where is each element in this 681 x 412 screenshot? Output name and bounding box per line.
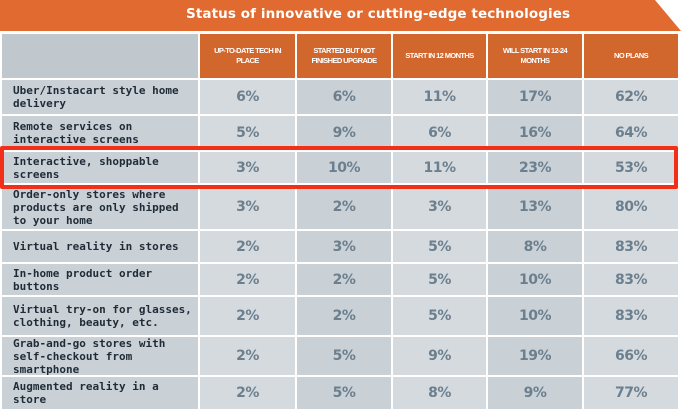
data-value: 23% bbox=[488, 152, 582, 183]
data-value: 5% bbox=[297, 377, 391, 409]
data-value: 83% bbox=[584, 231, 678, 262]
column-header: NO PLANS bbox=[584, 34, 678, 78]
column-header: START IN 12 MONTHS bbox=[393, 34, 486, 78]
data-value: 3% bbox=[393, 185, 486, 229]
data-value: 2% bbox=[200, 297, 295, 335]
data-value: 13% bbox=[488, 185, 582, 229]
data-value: 5% bbox=[393, 297, 486, 335]
data-value: 19% bbox=[488, 337, 582, 375]
data-value: 11% bbox=[393, 80, 486, 114]
data-value: 80% bbox=[584, 185, 678, 229]
data-value: 77% bbox=[584, 377, 678, 409]
technology-status-table: UP-TO-DATE TECH IN PLACE STARTED BUT NOT … bbox=[0, 34, 681, 412]
column-header: UP-TO-DATE TECH IN PLACE bbox=[200, 34, 295, 78]
table-row: Grab-and-go stores with self-checkout fr… bbox=[0, 337, 681, 376]
data-value: 66% bbox=[584, 337, 678, 375]
data-value: 64% bbox=[584, 116, 678, 150]
data-value: 2% bbox=[200, 377, 295, 409]
row-label: Remote services on interactive screens bbox=[2, 116, 198, 150]
data-value: 2% bbox=[200, 231, 295, 262]
data-value: 83% bbox=[584, 297, 678, 335]
data-value: 2% bbox=[297, 264, 391, 295]
data-value: 17% bbox=[488, 80, 582, 114]
data-value: 2% bbox=[297, 297, 391, 335]
data-value: 9% bbox=[297, 116, 391, 150]
data-value: 10% bbox=[488, 264, 582, 295]
data-value: 2% bbox=[200, 264, 295, 295]
table-row: Interactive, shoppable screens 3% 10% 11% 23… bbox=[0, 152, 681, 183]
row-label: Augmented reality in a store bbox=[2, 377, 198, 409]
data-value: 9% bbox=[488, 377, 582, 409]
table-row: Virtual try-on for glasses, clothing, be… bbox=[0, 297, 681, 335]
data-value: 62% bbox=[584, 80, 678, 114]
data-value: 10% bbox=[488, 297, 582, 335]
data-value: 2% bbox=[200, 337, 295, 375]
table-row: Remote services on interactive screens 5%… bbox=[0, 116, 681, 150]
data-value: 6% bbox=[393, 116, 486, 150]
row-label: Virtual try-on for glasses, clothing, be… bbox=[2, 297, 198, 335]
data-value: 16% bbox=[488, 116, 582, 150]
data-value: 8% bbox=[393, 377, 486, 409]
data-value: 6% bbox=[200, 80, 295, 114]
column-header: WILL START IN 12-24 MONTHS bbox=[488, 34, 582, 78]
data-value: 10% bbox=[297, 152, 391, 183]
data-value: 3% bbox=[200, 185, 295, 229]
row-label: Grab-and-go stores with self-checkout fr… bbox=[2, 337, 198, 376]
column-header: STARTED BUT NOT FINISHED UPGRADE bbox=[297, 34, 391, 78]
header-corner bbox=[2, 34, 198, 78]
data-value: 5% bbox=[200, 116, 295, 150]
data-value: 3% bbox=[200, 152, 295, 183]
row-label: Order-only stores where products are onl… bbox=[2, 185, 198, 229]
data-value: 5% bbox=[297, 337, 391, 375]
row-label: Virtual reality in stores bbox=[2, 231, 198, 262]
data-value: 83% bbox=[584, 264, 678, 295]
data-value: 6% bbox=[297, 80, 391, 114]
table-row: Uber/Instacart style home delivery 6% 6% 11… bbox=[0, 80, 681, 114]
data-value: 53% bbox=[584, 152, 678, 183]
row-label: In-home product order buttons bbox=[2, 264, 198, 295]
data-value: 2% bbox=[297, 185, 391, 229]
table-row: Order-only stores where products are onl… bbox=[0, 185, 681, 229]
row-highlight-box bbox=[0, 146, 678, 189]
data-value: 8% bbox=[488, 231, 582, 262]
header-row: UP-TO-DATE TECH IN PLACE STARTED BUT NOT … bbox=[0, 34, 681, 78]
data-value: 3% bbox=[297, 231, 391, 262]
table-title: Status of innovative or cutting-edge tec… bbox=[186, 6, 571, 22]
data-value: 5% bbox=[393, 231, 486, 262]
row-label: Interactive, shoppable screens bbox=[2, 152, 198, 183]
data-value: 9% bbox=[393, 337, 486, 375]
row-label: Uber/Instacart style home delivery bbox=[2, 80, 198, 114]
table-row: In-home product order buttons 2% 2% 5% 10% 83… bbox=[0, 264, 681, 295]
data-value: 5% bbox=[393, 264, 486, 295]
table-row: Augmented reality in a store 2% 5% 8% 9% 77% bbox=[0, 377, 681, 409]
table-title-banner: Status of innovative or cutting-edge tec… bbox=[0, 0, 681, 31]
table-row: Virtual reality in stores 2% 3% 5% 8% 83% bbox=[0, 231, 681, 262]
data-value: 11% bbox=[393, 152, 486, 183]
